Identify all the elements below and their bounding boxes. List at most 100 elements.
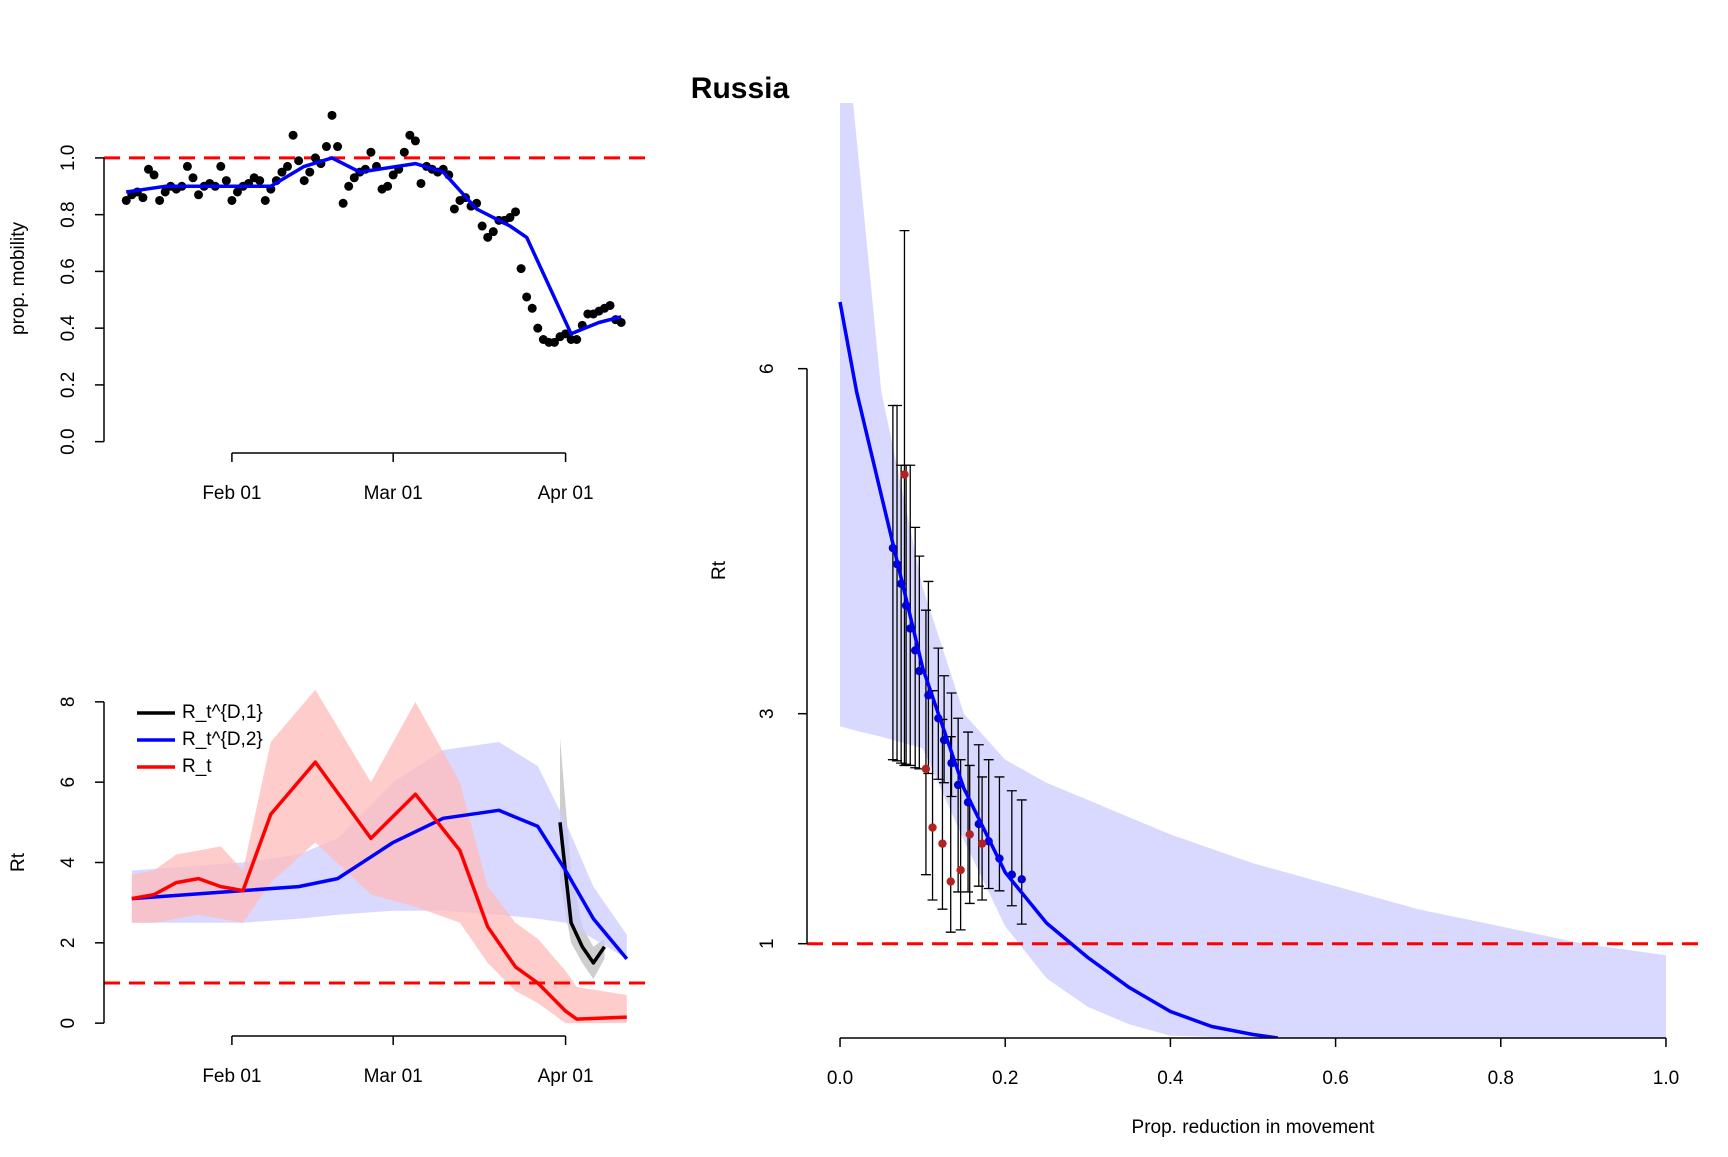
data-point — [516, 264, 526, 274]
data-point — [900, 470, 909, 479]
data-point — [182, 161, 192, 171]
data-point — [221, 176, 231, 186]
x-tick-label: 0.4 — [1157, 1068, 1184, 1089]
x-tick-label: 0.0 — [827, 1068, 853, 1089]
data-point — [260, 195, 270, 205]
data-point — [488, 227, 498, 237]
data-point — [299, 176, 309, 186]
y-tick-label: 1.0 — [58, 145, 79, 171]
data-point — [149, 170, 159, 180]
data-point — [232, 187, 242, 197]
y-tick-label: 4 — [58, 857, 79, 868]
y-axis-label: Rt — [709, 560, 730, 580]
series-line — [558, 822, 606, 965]
error-bar — [977, 776, 988, 901]
data-point — [405, 130, 415, 140]
data-point — [305, 167, 315, 177]
legend-label: R_t^{D,2} — [182, 729, 263, 750]
error-bar — [983, 759, 994, 890]
x-tick-label: 1.0 — [1653, 1068, 1679, 1089]
y-tick-label: 2 — [58, 938, 79, 949]
error-bar — [1006, 790, 1017, 907]
plot-area — [807, 103, 1699, 1038]
legend-label: R_t^{D,1} — [182, 702, 263, 723]
data-point — [338, 198, 348, 208]
data-point — [277, 167, 287, 177]
data-point — [288, 130, 298, 140]
data-point — [956, 865, 965, 875]
series-line — [131, 808, 629, 961]
y-tick-label: 0.4 — [58, 315, 79, 342]
data-point — [333, 142, 343, 152]
data-point — [399, 147, 409, 157]
error-bar — [953, 717, 964, 893]
data-point — [946, 877, 955, 886]
data-point — [138, 193, 148, 203]
data-point — [511, 207, 521, 217]
error-bar — [994, 776, 1005, 892]
series-line — [125, 156, 622, 336]
data-point — [388, 170, 398, 180]
legend-label: R_t — [182, 756, 212, 777]
data-point — [477, 221, 487, 231]
data-point — [616, 317, 626, 327]
data-point — [321, 142, 331, 152]
data-point — [344, 181, 354, 191]
y-tick-label: 0.2 — [58, 372, 79, 398]
y-tick-label: 0.8 — [58, 201, 79, 227]
confidence-band — [131, 689, 627, 1024]
x-tick-label: 0.8 — [1488, 1068, 1514, 1089]
data-point — [449, 204, 459, 214]
x-tick-label: Mar 01 — [364, 1066, 423, 1087]
data-point — [1017, 875, 1026, 884]
data-point — [310, 153, 320, 163]
data-point — [921, 764, 931, 774]
data-point — [572, 335, 582, 345]
error-bar — [899, 230, 910, 767]
x-tick-label: Mar 01 — [364, 483, 423, 504]
plot-area — [104, 689, 649, 1024]
data-point — [522, 292, 532, 302]
data-point — [561, 329, 571, 339]
data-point — [188, 173, 198, 183]
chart-title: Russia — [691, 72, 790, 105]
data-point — [366, 147, 376, 157]
data-point — [938, 839, 947, 848]
data-point — [283, 161, 293, 171]
data-point — [965, 830, 974, 839]
plot-area — [104, 110, 649, 347]
data-point — [605, 300, 615, 310]
y-axis-label: prop. mobility — [8, 222, 29, 335]
x-axis-label: Prop. reduction in movement — [1132, 1117, 1376, 1138]
series-line — [838, 301, 1279, 1038]
data-point — [549, 337, 559, 347]
series-line — [131, 760, 627, 1021]
x-tick-label: 0.6 — [1322, 1068, 1348, 1089]
data-point — [928, 823, 937, 832]
y-tick-label: 6 — [58, 777, 79, 788]
y-tick-label: 0.6 — [58, 258, 79, 284]
data-point — [294, 156, 304, 166]
x-tick-label: Apr 01 — [538, 1066, 594, 1087]
data-point — [160, 187, 170, 197]
data-point — [349, 173, 359, 183]
x-tick-label: Apr 01 — [538, 483, 594, 504]
confidence-band — [840, 103, 1666, 1038]
x-tick-label: Feb 01 — [202, 1066, 261, 1087]
data-point — [383, 181, 393, 191]
data-point — [416, 178, 426, 188]
y-tick-label: 0 — [58, 1018, 79, 1029]
y-tick-label: 1 — [757, 938, 778, 949]
data-point — [155, 195, 165, 205]
data-point — [327, 110, 337, 120]
data-point — [255, 176, 265, 186]
x-tick-label: 0.2 — [992, 1068, 1018, 1089]
error-bar — [963, 731, 974, 893]
data-point — [977, 839, 987, 848]
data-point — [227, 195, 237, 205]
y-axis-label: Rt — [8, 852, 29, 872]
y-tick-label: 0.0 — [58, 428, 79, 454]
data-point — [533, 323, 543, 333]
data-point — [505, 212, 515, 222]
